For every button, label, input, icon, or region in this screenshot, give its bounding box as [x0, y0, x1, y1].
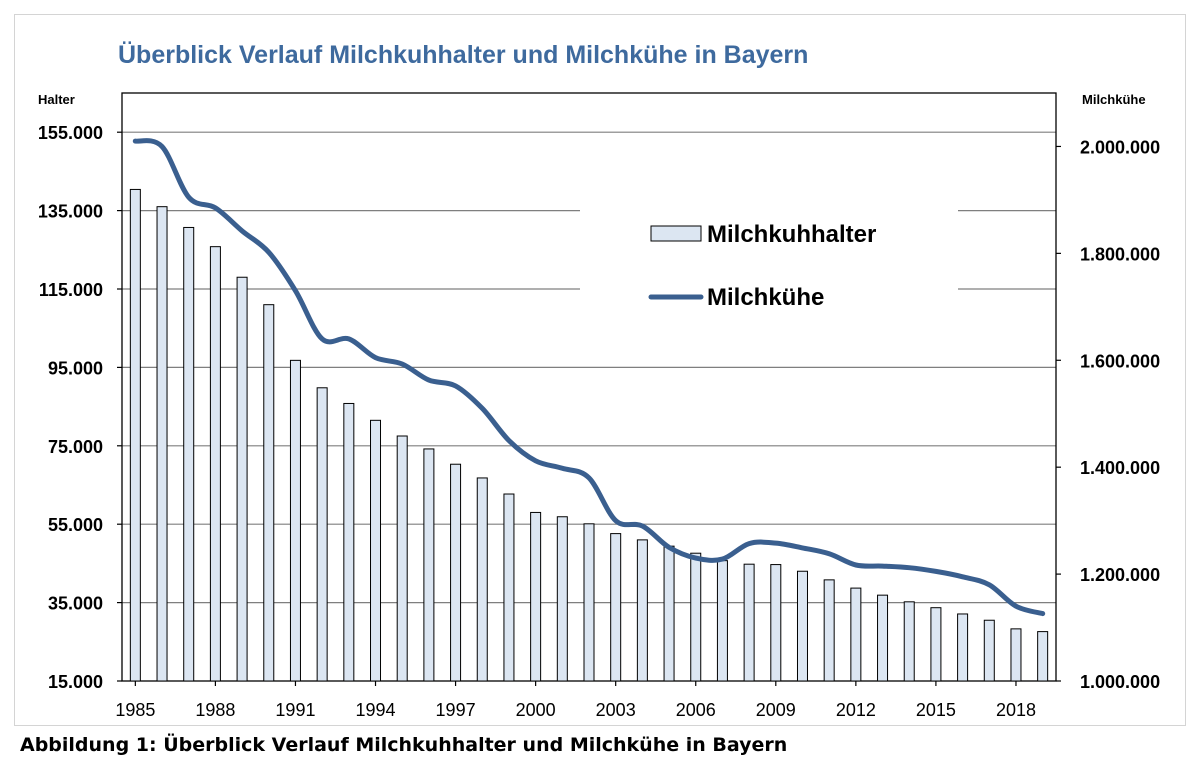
bar-milchkuhhalter-1987	[183, 226, 195, 682]
legend-background	[580, 205, 958, 320]
y-right-axis-label: Milchkühe	[1082, 92, 1146, 107]
x-tick-label: 2000	[516, 700, 556, 720]
bar-milchkuhhalter-1998	[476, 477, 488, 682]
bar-milchkuhhalter-1988	[209, 246, 221, 682]
y-left-tick-label: 135.000	[38, 202, 103, 222]
y-left-ticks: 15.000 35.000 55.000 75.000 95.000 115.000 135…	[38, 123, 122, 692]
y-right-ticks: 1.000.000 1.200.000 1.400.000 1.600.000 1.80…	[1056, 137, 1160, 692]
y-left-tick-label: 35.000	[48, 594, 103, 614]
bar-milchkuhhalter-2012	[850, 587, 862, 682]
x-ticks: 1985 1988 1991 1994 1997 2000 2003 2006 2009 2012…	[115, 681, 1036, 720]
chart-title: Überblick Verlauf Milchkuhhalter und Mil…	[118, 40, 808, 69]
x-tick-label: 1994	[355, 700, 395, 720]
line-milchkuehe	[132, 138, 1046, 617]
y-right-tick-label: 1.600.000	[1080, 351, 1160, 371]
bars-milchkuhhalter	[129, 188, 1049, 682]
y-left-tick-label: 115.000	[39, 280, 103, 300]
bar-milchkuhhalter-1999	[503, 493, 515, 682]
bar-milchkuhhalter-1986	[156, 206, 168, 682]
y-left-tick-label: 95.000	[48, 358, 103, 378]
bar-milchkuhhalter-2014	[903, 601, 915, 682]
chart-frame	[14, 14, 1186, 726]
bar-milchkuhhalter-2008	[743, 563, 755, 682]
y-right-tick-label: 1.400.000	[1080, 458, 1160, 478]
legend-label-milchkuehe: Milchkühe	[707, 284, 824, 311]
bar-milchkuhhalter-2009	[770, 564, 782, 682]
bar-milchkuhhalter-2019	[1037, 631, 1049, 682]
bar-milchkuhhalter-2002	[583, 523, 595, 682]
y-right-tick-label: 1.200.000	[1080, 565, 1160, 585]
bar-milchkuhhalter-1989	[236, 276, 248, 682]
bar-milchkuhhalter-2017	[983, 619, 995, 682]
x-tick-label: 1997	[436, 700, 476, 720]
bar-milchkuhhalter-2003	[610, 533, 622, 682]
bar-milchkuhhalter-2013	[877, 594, 889, 682]
x-tick-label: 2015	[916, 700, 956, 720]
bar-milchkuhhalter-2005	[663, 545, 675, 682]
bar-milchkuhhalter-1997	[450, 463, 462, 682]
bar-milchkuhhalter-1985	[129, 188, 141, 682]
bar-milchkuhhalter-2016	[957, 613, 969, 682]
bar-milchkuhhalter-2006	[690, 552, 702, 682]
legend-swatch-milchkuhhalter	[650, 225, 702, 242]
y-left-tick-label: 75.000	[48, 437, 103, 457]
y-left-tick-label: 15.000	[48, 672, 103, 692]
series-line-milchkuehe	[132, 138, 1046, 617]
y-right-tick-label: 1.000.000	[1080, 672, 1160, 692]
bar-milchkuhhalter-2018	[1010, 628, 1022, 682]
x-tick-label: 1988	[195, 700, 235, 720]
y-right-tick-label: 1.800.000	[1080, 244, 1160, 264]
y-left-axis-label: Halter	[38, 92, 75, 107]
x-tick-label: 2003	[596, 700, 636, 720]
chart-svg: Überblick Verlauf Milchkuhhalter und Mil…	[38, 40, 1160, 720]
bar-milchkuhhalter-1996	[423, 448, 435, 682]
y-right-tick-label: 2.000.000	[1080, 137, 1160, 157]
x-tick-label: 2009	[756, 700, 796, 720]
bar-milchkuhhalter-1990	[263, 304, 275, 682]
bar-milchkuhhalter-1991	[289, 359, 301, 682]
bar-milchkuhhalter-2011	[823, 579, 835, 682]
bar-milchkuhhalter-2015	[930, 607, 942, 682]
legend: Milchkuhhalter Milchkühe	[580, 205, 958, 320]
bar-milchkuhhalter-1995	[396, 435, 408, 682]
figure-caption: Abbildung 1: Überblick Verlauf Milchkuhh…	[20, 734, 788, 756]
bar-milchkuhhalter-1994	[370, 419, 382, 682]
legend-label-milchkuhhalter: Milchkuhhalter	[707, 221, 876, 248]
x-tick-label: 2006	[676, 700, 716, 720]
bar-milchkuhhalter-2004	[636, 539, 648, 682]
bar-milchkuhhalter-2007	[716, 560, 728, 682]
bar-milchkuhhalter-1992	[316, 387, 328, 682]
bar-milchkuhhalter-2010	[796, 570, 808, 682]
bar-milchkuhhalter-2001	[556, 516, 568, 682]
y-left-tick-label: 155.000	[38, 123, 103, 143]
y-left-tick-label: 55.000	[48, 515, 103, 535]
x-tick-label: 2012	[836, 700, 876, 720]
bar-milchkuhhalter-1993	[343, 402, 355, 682]
x-tick-label: 1991	[275, 700, 315, 720]
x-tick-label: 2018	[996, 700, 1036, 720]
x-tick-label: 1985	[115, 700, 155, 720]
bar-milchkuhhalter-2000	[530, 511, 542, 682]
